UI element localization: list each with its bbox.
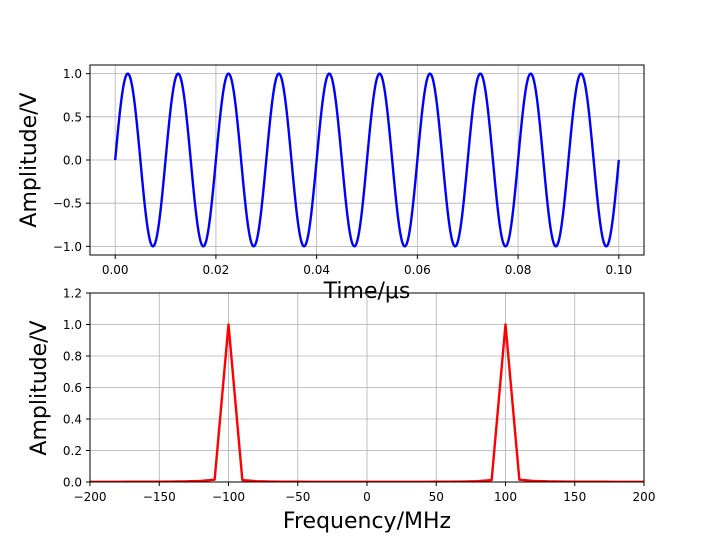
freq-ytick-label: 0.6	[63, 381, 82, 395]
freq-xtick-label: 150	[563, 490, 586, 504]
time-xtick-label: 0.08	[505, 263, 532, 277]
time-xtick-label: 0.02	[203, 263, 230, 277]
freq-xaxis-label: Frequency/MHz	[283, 509, 451, 534]
time-xtick-label: 0.06	[404, 263, 431, 277]
freq-xtick-label: −50	[285, 490, 310, 504]
time-xaxis-label: Time/μs	[323, 279, 411, 304]
freq-ytick-label: 1.2	[63, 287, 82, 301]
frequency-domain-axes: −200 −150 −100 −50 0 50 100 150 200 0.0 0.2 0.4 0.6 0…	[27, 287, 655, 535]
time-xtick-label: 0.10	[605, 263, 632, 277]
time-yaxis-label: Amplitude/V	[17, 92, 42, 227]
freq-xtick-label: 0	[363, 490, 371, 504]
time-ytick-label: 1.0	[63, 67, 82, 81]
freq-ytick-label: 0.0	[63, 476, 82, 490]
time-xtick-label: 0.00	[102, 263, 129, 277]
freq-xtick-label: 100	[494, 490, 517, 504]
freq-xtick-label: 200	[633, 490, 656, 504]
freq-ytick-label: 0.4	[63, 413, 82, 427]
time-series-line	[113, 72, 621, 248]
time-ytick-label: 0.5	[63, 110, 82, 124]
time-domain-axes: 0.00 0.02 0.04 0.06 0.08 0.10 −1.0 −0.5 0.0 0.5 1.…	[17, 64, 645, 304]
freq-xtick-label: 50	[429, 490, 444, 504]
freq-ytick-label: 1.0	[63, 318, 82, 332]
time-ytick-label: −1.0	[53, 240, 82, 254]
time-xtick-label: 0.04	[303, 263, 330, 277]
freq-xtick-label: −150	[143, 490, 176, 504]
freq-xtick-label: −200	[74, 490, 107, 504]
freq-yaxis-label: Amplitude/V	[27, 320, 52, 455]
freq-xtick-label: −100	[212, 490, 245, 504]
freq-ytick-label: 0.2	[63, 444, 82, 458]
time-ytick-label: 0.0	[63, 154, 82, 168]
time-ytick-label: −0.5	[53, 197, 82, 211]
freq-ytick-label: 0.8	[63, 350, 82, 364]
